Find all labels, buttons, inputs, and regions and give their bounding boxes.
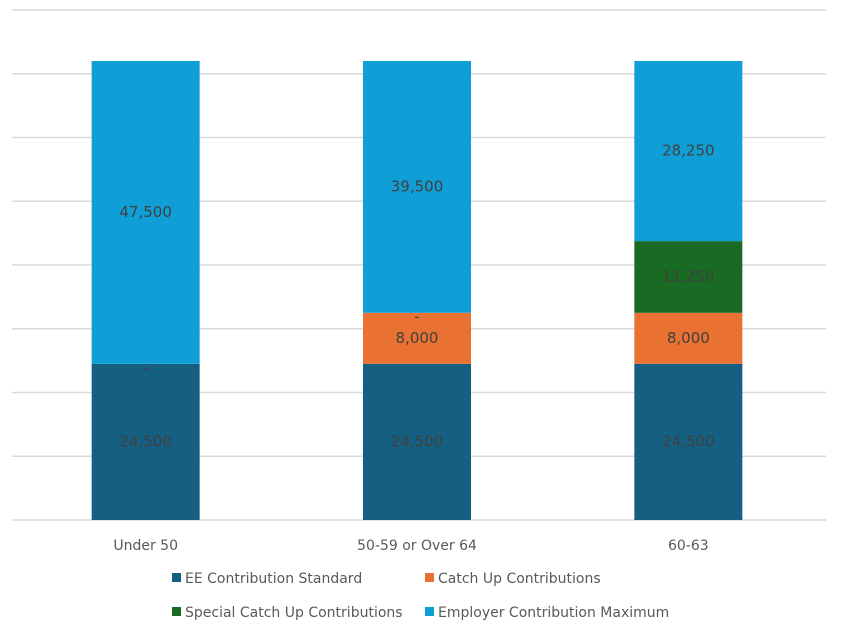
legend-label: Catch Up Contributions [438, 571, 601, 587]
bar-segment [363, 61, 471, 313]
bar-segment [363, 363, 471, 520]
bar-segment [634, 312, 743, 364]
data-label: 28,250 [662, 142, 715, 160]
legend-label: Employer Contribution Maximum [438, 605, 669, 621]
data-label: - [143, 358, 148, 376]
legend-swatch [425, 607, 434, 616]
data-label: - [414, 307, 419, 325]
category-label: 50-59 or Over 64 [357, 538, 477, 554]
legend-swatch [425, 573, 434, 582]
data-label: 47,500 [119, 203, 172, 221]
data-label: 8,000 [667, 329, 710, 347]
data-label: 24,500 [119, 432, 172, 450]
category-label: 60-63 [668, 538, 709, 554]
data-label: 39,500 [391, 177, 444, 195]
bar-segment [91, 363, 200, 520]
bar-segment [363, 312, 471, 364]
data-label: 24,500 [662, 432, 715, 450]
bar-segment [634, 241, 743, 313]
data-label: 24,500 [391, 432, 444, 450]
legend-label: Special Catch Up Contributions [185, 605, 403, 621]
legend-swatch [172, 573, 181, 582]
legend-swatch [172, 607, 181, 616]
bar-segment [634, 363, 743, 520]
data-label: 11,250 [662, 267, 715, 285]
data-label: 8,000 [396, 329, 439, 347]
bar-segment [634, 61, 743, 242]
bar-segment [91, 61, 200, 364]
category-label: Under 50 [113, 538, 178, 554]
legend-label: EE Contribution Standard [185, 571, 362, 587]
